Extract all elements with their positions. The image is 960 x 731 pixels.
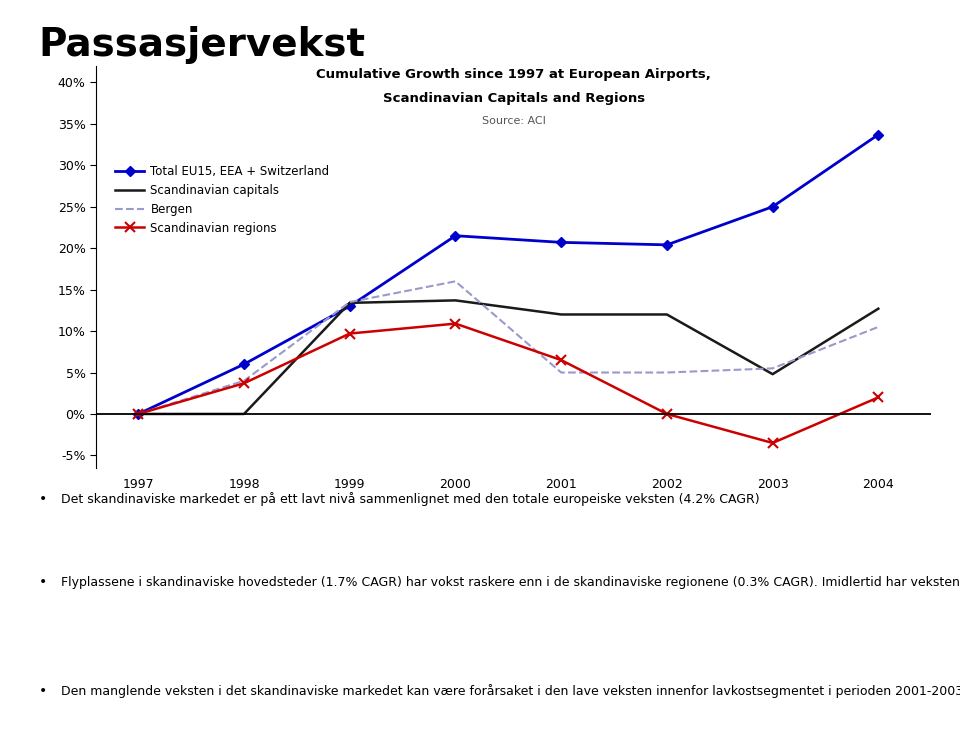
Scandinavian capitals [132, 409, 144, 418]
Scandinavian capitals [873, 304, 884, 313]
Line: Total EU15, EEA + Switzerland: Total EU15, EEA + Switzerland [134, 131, 882, 417]
Total EU15, EEA + Switzerland [767, 202, 779, 211]
Text: Flyplassene i skandinaviske hovedsteder (1.7% CAGR) har vokst raskere enn i de s: Flyplassene i skandinaviske hovedsteder … [60, 575, 960, 589]
Total EU15, EEA + Switzerland [873, 130, 884, 139]
Total EU15, EEA + Switzerland [661, 240, 673, 249]
Text: Den manglende veksten i det skandinaviske markedet kan være forårsaket i den lav: Den manglende veksten i det skandinavisk… [60, 684, 960, 698]
Text: Scandinavian Capitals and Regions: Scandinavian Capitals and Regions [382, 92, 645, 105]
Scandinavian regions [238, 379, 250, 387]
Scandinavian capitals [661, 310, 673, 319]
Total EU15, EEA + Switzerland [238, 360, 250, 368]
Text: Det skandinaviske markedet er på ett lavt nivå sammenlignet med den totale europ: Det skandinaviske markedet er på ett lav… [60, 492, 759, 507]
Text: Source: ACI: Source: ACI [482, 116, 545, 126]
Bergen [767, 364, 779, 373]
Bergen [449, 277, 461, 286]
Line: Scandinavian capitals: Scandinavian capitals [138, 300, 878, 414]
Scandinavian regions [873, 393, 884, 402]
Total EU15, EEA + Switzerland [344, 302, 355, 311]
Line: Bergen: Bergen [138, 281, 878, 414]
Scandinavian regions [449, 319, 461, 328]
Scandinavian regions [132, 409, 144, 418]
Scandinavian capitals [344, 298, 355, 307]
Total EU15, EEA + Switzerland [132, 409, 144, 418]
Bergen [132, 409, 144, 418]
Text: •: • [38, 492, 47, 507]
Bergen [873, 322, 884, 331]
Legend: Total EU15, EEA + Switzerland, Scandinavian capitals, Bergen, Scandinavian regio: Total EU15, EEA + Switzerland, Scandinav… [110, 160, 334, 239]
Bergen [238, 376, 250, 385]
Line: Scandinavian regions: Scandinavian regions [133, 319, 883, 448]
Total EU15, EEA + Switzerland [556, 238, 567, 247]
Text: Passasjervekst: Passasjervekst [38, 26, 366, 64]
Bergen [344, 298, 355, 306]
Scandinavian capitals [767, 370, 779, 379]
Scandinavian capitals [449, 296, 461, 305]
Bergen [556, 368, 567, 377]
Scandinavian capitals [556, 310, 567, 319]
Scandinavian regions [344, 329, 355, 338]
Bergen [661, 368, 673, 377]
Scandinavian capitals [238, 409, 250, 418]
Text: •: • [38, 575, 47, 589]
Scandinavian regions [767, 439, 779, 447]
Total EU15, EEA + Switzerland [449, 231, 461, 240]
Scandinavian regions [661, 409, 673, 418]
Text: •: • [38, 684, 47, 698]
Text: Cumulative Growth since 1997 at European Airports,: Cumulative Growth since 1997 at European… [316, 68, 711, 81]
Scandinavian regions [556, 356, 567, 365]
